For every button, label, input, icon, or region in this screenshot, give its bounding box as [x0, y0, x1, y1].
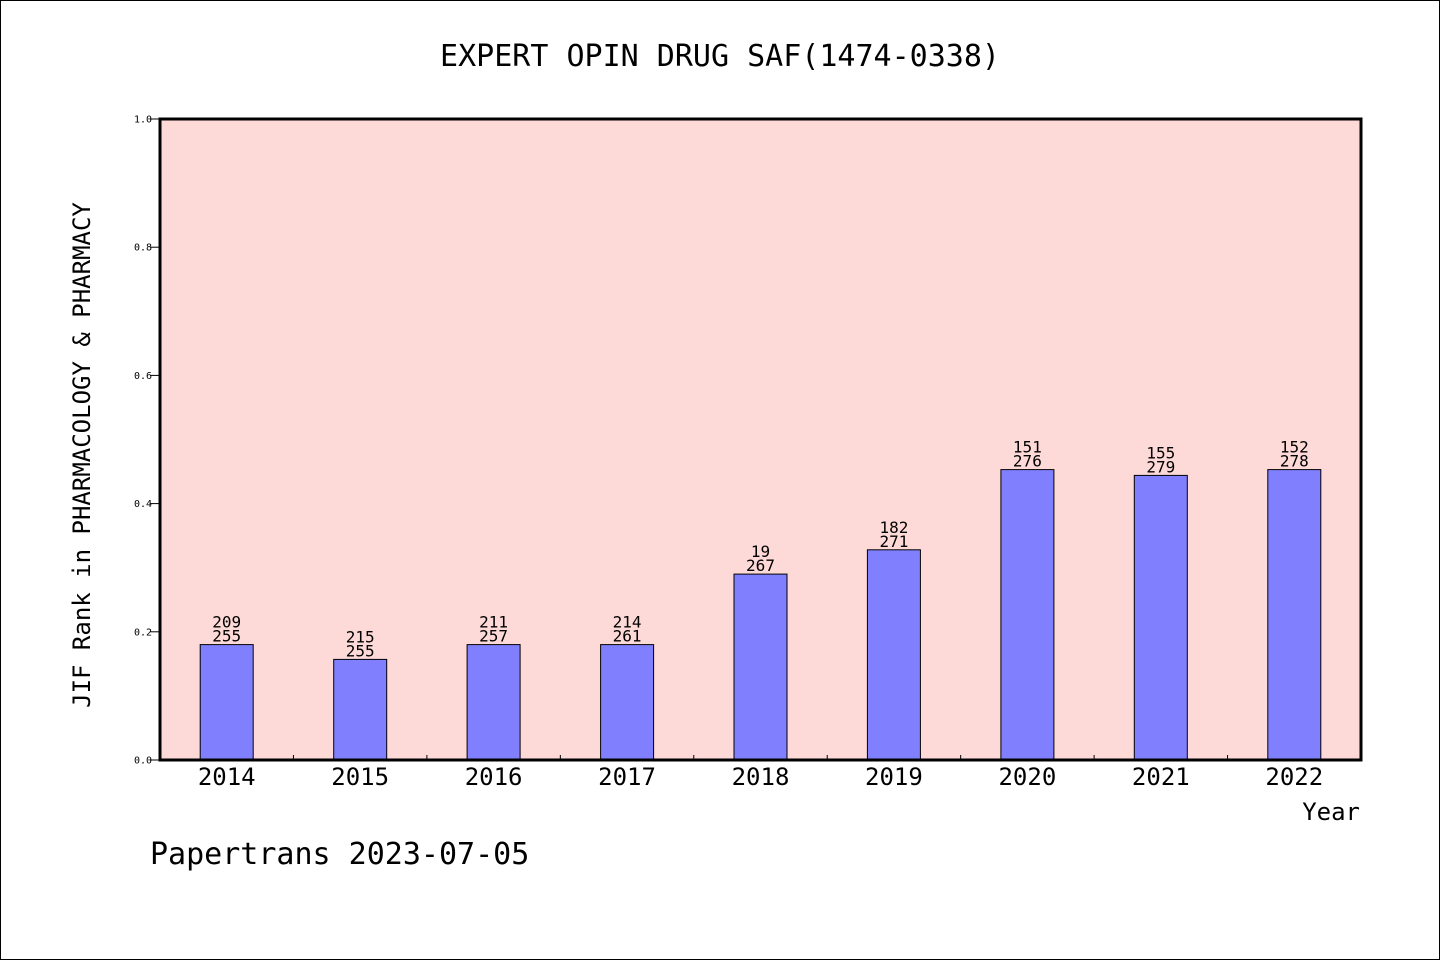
bar-label-rank-2016: 211 — [479, 613, 508, 632]
bar-label-rank-2020: 151 — [1013, 438, 1042, 457]
bar-label-total-2019: 271 — [879, 532, 908, 551]
x-tick-label-2022: 2022 — [1265, 763, 1323, 791]
bar-label-total-2020: 276 — [1013, 452, 1042, 471]
bar-label-rank-2021: 155 — [1146, 443, 1175, 462]
bar-label-total-2022: 278 — [1280, 452, 1309, 471]
bar-label-total-2014: 255 — [212, 627, 241, 646]
bar-label-rank-2018: 19 — [751, 542, 770, 561]
y-tick-label: 0.0 — [134, 756, 152, 767]
bar-2015 — [333, 658, 388, 761]
bar-label-total-2018: 267 — [746, 556, 775, 575]
x-axis-label: Year — [1302, 798, 1360, 826]
bar-2018 — [733, 573, 788, 761]
y-tick-label: 0.4 — [134, 499, 152, 510]
x-tick-label-2018: 2018 — [732, 763, 790, 791]
bar-label-rank-2015: 215 — [346, 627, 375, 646]
bar-label-rank-2019: 182 — [879, 518, 908, 537]
plot-border — [158, 117, 1363, 762]
bar-2016 — [466, 644, 521, 761]
bar-label-rank-2014: 209 — [212, 613, 241, 632]
x-axis-ticks: 2014 2015 2016 2017 2018 2019 2020 2021 2022 — [198, 755, 1323, 791]
bar-label-rank-2022: 152 — [1280, 438, 1309, 457]
bar-2014 — [199, 644, 254, 761]
bar-label-rank-2017: 214 — [613, 613, 642, 632]
bar-label-total-2016: 257 — [479, 627, 508, 646]
x-tick-label-2020: 2020 — [998, 763, 1056, 791]
y-tick-label: 0.8 — [134, 243, 152, 254]
x-tick-label-2019: 2019 — [865, 763, 923, 791]
y-axis-label: JIF Rank in PHARMACOLOGY & PHARMACY — [68, 202, 96, 708]
x-tick-label-2016: 2016 — [465, 763, 523, 791]
x-tick-label-2021: 2021 — [1132, 763, 1190, 791]
x-tick-label-2015: 2015 — [331, 763, 389, 791]
bar-2020 — [1000, 469, 1055, 761]
y-tick-label: 0.6 — [134, 371, 152, 382]
y-axis-ticks: 0.0 0.2 0.4 0.6 0.8 1.0 — [134, 115, 160, 767]
bar-2022 — [1267, 469, 1322, 761]
x-tick-label-2014: 2014 — [198, 763, 256, 791]
bar-label-total-2017: 261 — [613, 627, 642, 646]
bar-label-total-2021: 279 — [1146, 457, 1175, 476]
bar-2017 — [600, 644, 655, 761]
bar-2019 — [866, 549, 921, 761]
bar-label-total-2015: 255 — [346, 641, 375, 660]
x-tick-label-2017: 2017 — [598, 763, 656, 791]
footer-watermark: Papertrans 2023-07-05 — [150, 837, 529, 872]
y-tick-label: 0.2 — [134, 627, 152, 638]
y-tick-label: 1.0 — [134, 115, 152, 126]
chart-title: EXPERT OPIN DRUG SAF(1474-0338) — [440, 39, 1000, 74]
bar-2021 — [1133, 474, 1188, 761]
